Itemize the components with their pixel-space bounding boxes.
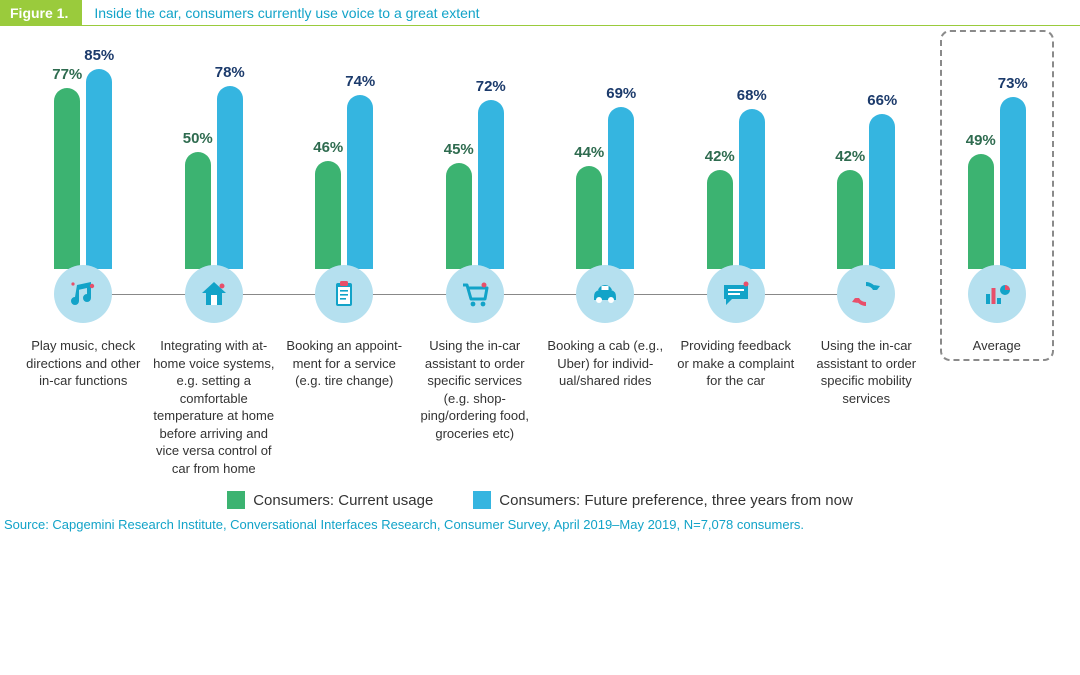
clipboard-icon bbox=[315, 265, 373, 323]
bars-pair: 42%66% bbox=[801, 44, 932, 269]
category-label: Using the in-car assistant to order spec… bbox=[410, 337, 540, 442]
bar-value-label: 74% bbox=[345, 73, 375, 90]
bar-value-label: 49% bbox=[966, 132, 996, 149]
bars-pair: 50%78% bbox=[149, 44, 280, 269]
legend-label: Consumers: Future preference, three year… bbox=[499, 492, 852, 509]
bars-pair: 46%74% bbox=[279, 44, 410, 269]
chart-column: 50%78%Integrating with at-home voice sys… bbox=[149, 44, 280, 477]
future-bar: 66% bbox=[869, 114, 895, 269]
chart-column: 49%73%Average bbox=[932, 44, 1063, 355]
category-label: Average bbox=[969, 337, 1025, 355]
arrows-icon bbox=[837, 265, 895, 323]
bars-pair: 45%72% bbox=[410, 44, 541, 269]
source-line: Source: Capgemini Research Institute, Co… bbox=[0, 509, 1080, 532]
legend: Consumers: Current usage Consumers: Futur… bbox=[0, 491, 1080, 509]
category-label: Booking a cab (e.g., Uber) for individ­u… bbox=[540, 337, 670, 390]
bar-value-label: 45% bbox=[444, 141, 474, 158]
bar-columns: 77%85%Play music, check directions and o… bbox=[18, 44, 1062, 477]
category-label: Integrating with at-home voice systems, … bbox=[149, 337, 279, 477]
category-label: Booking an appoint­ment for a service (e… bbox=[279, 337, 409, 390]
chat-icon bbox=[707, 265, 765, 323]
future-bar: 72% bbox=[478, 100, 504, 269]
future-bar: 68% bbox=[739, 109, 765, 269]
current-bar: 42% bbox=[707, 170, 733, 269]
legend-item: Consumers: Current usage bbox=[227, 491, 433, 509]
current-bar: 49% bbox=[968, 154, 994, 269]
legend-swatch bbox=[227, 491, 245, 509]
bar-value-label: 42% bbox=[705, 148, 735, 165]
chart-column: 77%85%Play music, check directions and o… bbox=[18, 44, 149, 390]
home-icon bbox=[185, 265, 243, 323]
bar-value-label: 44% bbox=[574, 144, 604, 161]
future-bar: 85% bbox=[86, 69, 112, 269]
legend-swatch bbox=[473, 491, 491, 509]
current-bar: 44% bbox=[576, 166, 602, 269]
legend-holder: Consumers: Current usage Consumers: Futur… bbox=[0, 491, 1080, 509]
bars-pair: 44%69% bbox=[540, 44, 671, 269]
bar-value-label: 78% bbox=[215, 64, 245, 81]
bars-pair: 42%68% bbox=[671, 44, 802, 269]
bar-value-label: 72% bbox=[476, 78, 506, 95]
chart-column: 42%66%Using the in-car assistant to orde… bbox=[801, 44, 932, 407]
chart-column: 46%74%Booking an appoint­ment for a serv… bbox=[279, 44, 410, 390]
chart-area: 77%85%Play music, check directions and o… bbox=[0, 26, 1080, 477]
music-icon bbox=[54, 265, 112, 323]
current-bar: 45% bbox=[446, 163, 472, 269]
bar-value-label: 66% bbox=[867, 92, 897, 109]
bar-value-label: 77% bbox=[52, 66, 82, 83]
future-bar: 74% bbox=[347, 95, 373, 269]
current-bar: 42% bbox=[837, 170, 863, 269]
figure-title: Inside the car, consumers currently use … bbox=[82, 0, 479, 25]
chart-column: 42%68%Providing feedback or make a compl… bbox=[671, 44, 802, 390]
car-icon bbox=[576, 265, 634, 323]
bar-value-label: 46% bbox=[313, 139, 343, 156]
category-label: Using the in-car assistant to order spec… bbox=[801, 337, 931, 407]
legend-label: Consumers: Current usage bbox=[253, 492, 433, 509]
category-label: Providing feedback or make a complaint f… bbox=[671, 337, 801, 390]
bars-pair: 77%85% bbox=[18, 44, 149, 269]
chart-icon bbox=[968, 265, 1026, 323]
figure-header: Figure 1. Inside the car, consumers curr… bbox=[0, 0, 1080, 26]
future-bar: 69% bbox=[608, 107, 634, 269]
bar-value-label: 85% bbox=[84, 47, 114, 64]
chart-column: 44%69%Booking a cab (e.g., Uber) for ind… bbox=[540, 44, 671, 390]
bar-value-label: 73% bbox=[998, 75, 1028, 92]
legend-item: Consumers: Future preference, three year… bbox=[473, 491, 852, 509]
bar-value-label: 42% bbox=[835, 148, 865, 165]
cart-icon bbox=[446, 265, 504, 323]
bars-pair: 49%73% bbox=[932, 44, 1063, 269]
chart-column: 45%72%Using the in-car assistant to orde… bbox=[410, 44, 541, 442]
category-label: Play music, check directions and other i… bbox=[18, 337, 148, 390]
bar-value-label: 69% bbox=[606, 85, 636, 102]
current-bar: 77% bbox=[54, 88, 80, 269]
current-bar: 50% bbox=[185, 152, 211, 270]
bar-value-label: 68% bbox=[737, 87, 767, 104]
future-bar: 73% bbox=[1000, 97, 1026, 269]
future-bar: 78% bbox=[217, 86, 243, 269]
current-bar: 46% bbox=[315, 161, 341, 269]
bar-value-label: 50% bbox=[183, 130, 213, 147]
figure-tag: Figure 1. bbox=[0, 0, 82, 25]
